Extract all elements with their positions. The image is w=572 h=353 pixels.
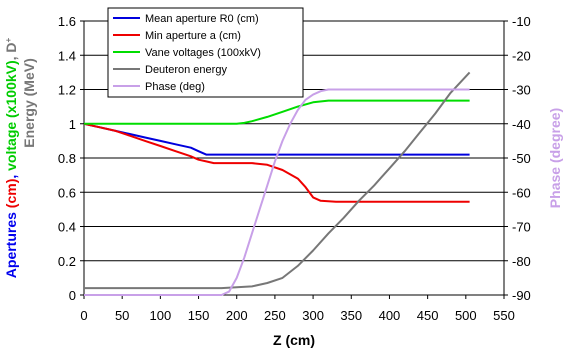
left-tick-label: 0.8: [58, 151, 76, 166]
series-line: [84, 71, 471, 290]
series-line: [83, 122, 470, 203]
x-tick-label: 150: [188, 308, 210, 323]
x-tick-label: 100: [150, 308, 172, 323]
right-axis-title: Phase (degree): [547, 108, 563, 208]
series-line: [84, 88, 470, 296]
legend-label: Vane voltages (100xkV): [145, 47, 261, 59]
legend-label: Min aperture a (cm): [145, 30, 241, 42]
x-tick-label: 50: [115, 308, 129, 323]
left-tick-label: 0.4: [58, 220, 76, 235]
legend-label: Mean aperture R0 (cm): [145, 13, 259, 25]
x-tick-label: 550: [493, 308, 515, 323]
left-tick-label: 0: [69, 288, 76, 303]
right-tick-label: -10: [512, 14, 531, 29]
left-axis-title-part: voltage (x100kV): [3, 60, 19, 171]
x-tick-label: 500: [455, 308, 477, 323]
left-axis-title-line2: Energy (MeV): [21, 58, 37, 147]
axis-titles: Z (cm) Apertures (cm), voltage (x100kV), …: [3, 37, 563, 348]
left-axis-title-part: Apertures: [3, 208, 19, 278]
left-tick-label: 1.6: [58, 14, 76, 29]
left-tick-label: 0.2: [58, 254, 76, 269]
legend-box: [107, 7, 304, 98]
x-axis-title: Z (cm): [273, 332, 315, 348]
legend-label: Phase (deg): [145, 81, 205, 93]
x-tick-label: 450: [417, 308, 439, 323]
legend-label: Deuteron energy: [145, 64, 227, 76]
axis-ticks: 0 -90 0.2 -80 0.4 -70 0.6 -60 0.8 -50 1 -40 1.2 -30 1.…: [58, 14, 531, 323]
right-tick-label: -30: [512, 83, 531, 98]
right-tick-label: -20: [512, 48, 531, 63]
left-axis-title-part: (cm): [3, 179, 19, 209]
right-tick-label: -70: [512, 220, 531, 235]
series-line: [84, 99, 470, 125]
right-tick-label: -90: [512, 288, 531, 303]
legend: Mean aperture R0 (cm) Min aperture a (cm)…: [107, 7, 304, 98]
left-tick-label: 1.2: [58, 83, 76, 98]
left-axis-title-part: +: [4, 37, 13, 42]
series-lines: [83, 71, 471, 296]
x-tick-label: 200: [226, 308, 248, 323]
left-axis-title: Apertures (cm), voltage (x100kV), D+: [3, 37, 19, 278]
right-tick-label: -80: [512, 254, 531, 269]
x-tick-label: 0: [80, 308, 87, 323]
x-tick-label: 400: [379, 308, 401, 323]
right-tick-label: -50: [512, 151, 531, 166]
left-axis-title-part: , D: [3, 42, 19, 60]
right-tick-label: -60: [512, 185, 531, 200]
left-axis-title-part: ,: [3, 171, 19, 179]
left-tick-label: 0.6: [58, 185, 76, 200]
x-tick-label: 350: [340, 308, 362, 323]
x-tick-label: 250: [264, 308, 286, 323]
right-tick-label: -40: [512, 117, 531, 132]
left-tick-label: 1.4: [58, 48, 76, 63]
x-tick-label: 300: [302, 308, 324, 323]
left-tick-label: 1: [69, 117, 76, 132]
